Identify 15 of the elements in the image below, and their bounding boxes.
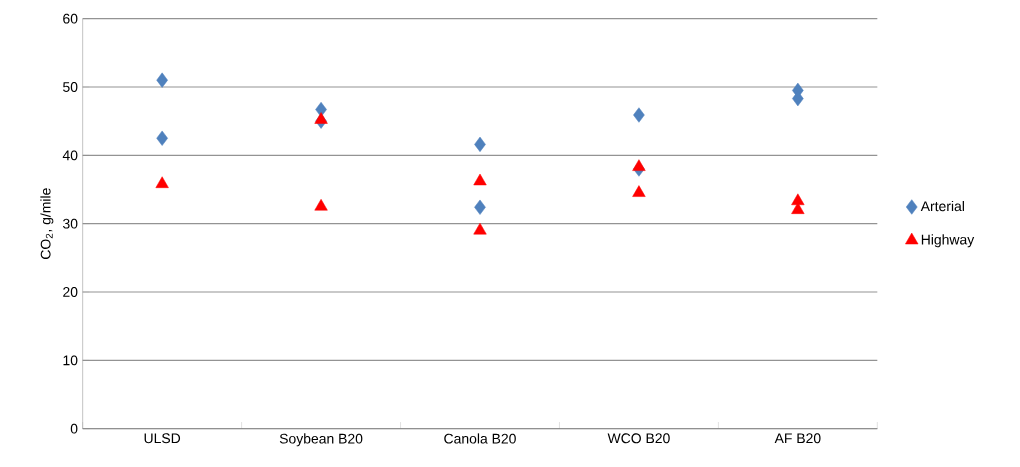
y-tick-label: 10 (63, 355, 78, 366)
y-tick-label: 50 (63, 82, 78, 93)
x-tick-label: WCO B20 (607, 433, 670, 444)
legend-label: Arterial (920, 201, 964, 212)
y-tick-label: 30 (62, 218, 78, 229)
y-tick-label: 0 (70, 423, 78, 434)
y-tick-label: 40 (62, 150, 78, 161)
x-tick-label: Soybean B20 (279, 433, 363, 447)
x-tick-label: ULSD (144, 433, 181, 444)
x-tick-label: Canola B20 (444, 433, 516, 444)
y-axis-title: CO$_{2}$, g/mile (40, 188, 54, 260)
legend-label: Highway (921, 234, 975, 248)
y-tick-label: 60 (63, 13, 78, 24)
y-tick-label: 20 (63, 287, 78, 298)
x-tick-label: AF B20 (774, 433, 821, 444)
